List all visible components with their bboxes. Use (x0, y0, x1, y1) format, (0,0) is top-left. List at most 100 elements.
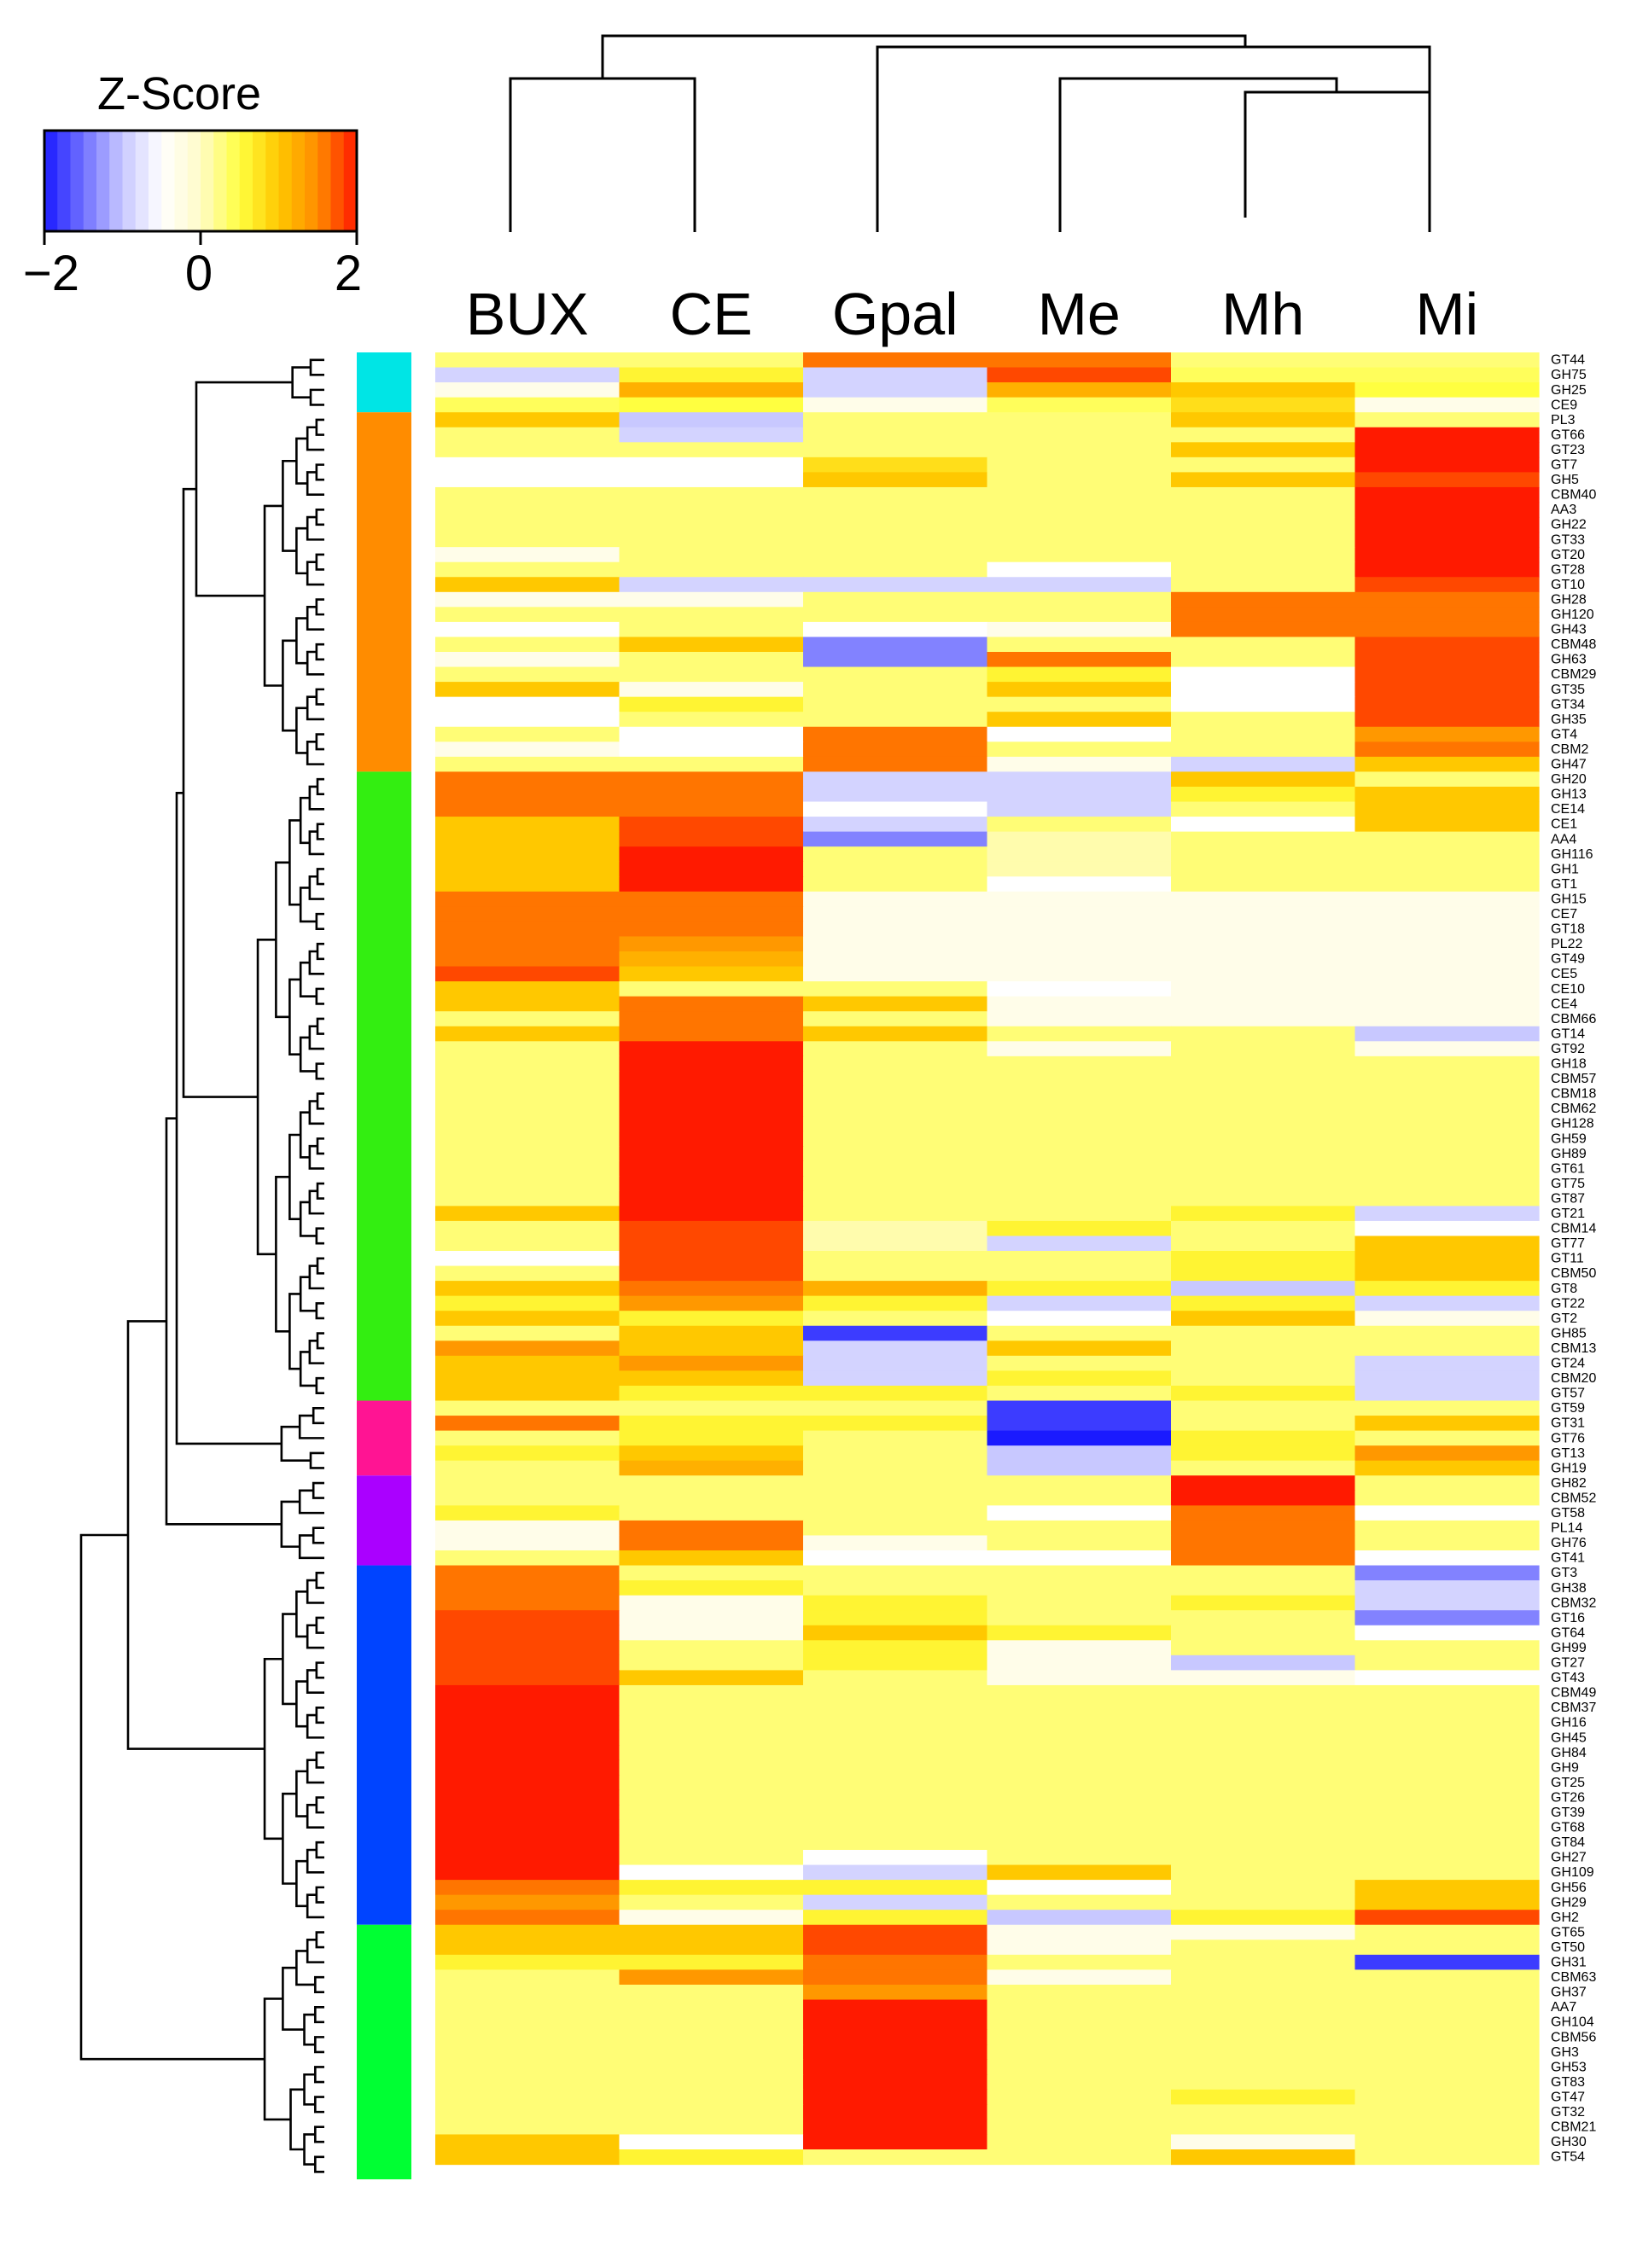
heatmap-cell (1354, 831, 1540, 847)
row-dendrogram-branch (314, 1975, 324, 1994)
heatmap-cell (803, 1116, 988, 1132)
heatmap-cell (803, 1251, 988, 1267)
heatmap-cell (619, 532, 804, 548)
heatmap-cell (435, 1190, 620, 1207)
row-dendrogram-branch (312, 1527, 324, 1544)
heatmap-cell (619, 621, 804, 638)
heatmap-cell (987, 921, 1172, 938)
heatmap-cell (1171, 966, 1356, 982)
heatmap-cell (987, 1984, 1172, 2001)
row-dendrogram (79, 358, 324, 2173)
heatmap-cell (987, 367, 1172, 383)
row-label: AA7 (1551, 2000, 1576, 2015)
heatmap-cell (987, 1416, 1172, 1432)
heatmap-cell (1171, 1684, 1356, 1701)
row-label: GT47 (1551, 2090, 1585, 2104)
heatmap-cell (619, 591, 804, 608)
heatmap-cell (619, 712, 804, 728)
row-label: GH27 (1551, 1851, 1587, 1865)
heatmap-cell (1354, 1775, 1540, 1791)
heatmap-cell (1171, 502, 1356, 518)
heatmap-cell (1354, 1055, 1540, 1072)
heatmap-cell (987, 1206, 1172, 1222)
row-dendrogram-branch (309, 358, 324, 376)
heatmap-cell (1171, 2029, 1356, 2045)
heatmap-cell (1354, 1220, 1540, 1237)
row-label: CE14 (1551, 802, 1585, 817)
legend-tick-min: −2 (23, 246, 79, 301)
heatmap-cell (435, 1670, 620, 1686)
heatmap-cell (987, 996, 1172, 1012)
heatmap-cell (803, 1640, 988, 1656)
heatmap-cell (803, 457, 988, 473)
heatmap-cell (803, 876, 988, 893)
row-dendrogram-branch (315, 553, 324, 571)
heatmap-cell (987, 2089, 1172, 2105)
row-dendrogram-branch (295, 617, 308, 665)
row-label: CBM14 (1551, 1222, 1596, 1236)
heatmap-cell (435, 966, 620, 982)
heatmap-cell (803, 831, 988, 847)
row-dendrogram-branch (288, 1133, 301, 1221)
heatmap-cell (1171, 1131, 1356, 1147)
heatmap-cell (1354, 936, 1540, 952)
heatmap-cell (619, 1850, 804, 1866)
row-label: CBM63 (1551, 1970, 1596, 1985)
heatmap-cell (803, 1805, 988, 1821)
heatmap-cell (987, 1101, 1172, 1117)
heatmap-cell (619, 1999, 804, 2015)
row-label: CBM49 (1551, 1686, 1596, 1701)
heatmap-cell (619, 1146, 804, 1162)
heatmap-cell (619, 1370, 804, 1387)
heatmap-cell (1354, 2029, 1540, 2045)
heatmap-cell (1171, 906, 1356, 922)
heatmap-cell (987, 1745, 1172, 1761)
heatmap-cell (435, 1490, 620, 1506)
row-label: GH9 (1551, 1760, 1579, 1775)
column-label-mh: Mh (1221, 281, 1304, 347)
row-label: GH16 (1551, 1716, 1587, 1730)
heatmap-cell (619, 517, 804, 533)
heatmap-cell (1354, 502, 1540, 518)
heatmap-cell (987, 652, 1172, 668)
cluster-segment-5 (357, 1475, 411, 1566)
heatmap-cell (1354, 532, 1540, 548)
row-label: GT59 (1551, 1401, 1585, 1416)
row-label: GT2 (1551, 1311, 1577, 1326)
heatmap-cell (987, 1355, 1172, 1371)
heatmap-cell (435, 1640, 620, 1656)
heatmap-cell (619, 2089, 804, 2105)
heatmap-cell (987, 1595, 1172, 1611)
heatmap-cell (435, 607, 620, 623)
row-dendrogram-branch (295, 1859, 308, 1908)
legend-swatch (317, 131, 332, 231)
row-label: CBM40 (1551, 488, 1596, 503)
heatmap-cell (1354, 1880, 1540, 1896)
heatmap-cell (1354, 756, 1540, 772)
heatmap-cell (1171, 412, 1356, 428)
row-dendrogram-branch (79, 1533, 265, 2061)
row-label: GT83 (1551, 2075, 1585, 2090)
heatmap-cell (1171, 1520, 1356, 1537)
heatmap-cell (619, 741, 804, 758)
heatmap-cell (1171, 666, 1356, 683)
row-dendrogram-branch (315, 1661, 324, 1679)
heatmap-cell (803, 1385, 988, 1402)
heatmap-cell (1354, 951, 1540, 968)
row-dendrogram-branch (315, 1302, 324, 1320)
heatmap-cell (619, 1385, 804, 1402)
row-label: GH30 (1551, 2135, 1587, 2149)
row-dendrogram-branch (316, 777, 324, 796)
heatmap-cell (987, 846, 1172, 863)
heatmap-cell (1171, 472, 1356, 488)
heatmap-cell (987, 1385, 1172, 1402)
heatmap-cell (987, 1850, 1172, 1866)
heatmap-cell (435, 741, 620, 758)
heatmap-cell (619, 2044, 804, 2061)
row-dendrogram-branch (299, 1351, 317, 1387)
heatmap-cell (987, 532, 1172, 548)
legend-swatch (239, 131, 253, 231)
heatmap-cell (987, 1026, 1172, 1042)
heatmap-cell (987, 1880, 1172, 1896)
row-dendrogram-branch (315, 987, 324, 1005)
